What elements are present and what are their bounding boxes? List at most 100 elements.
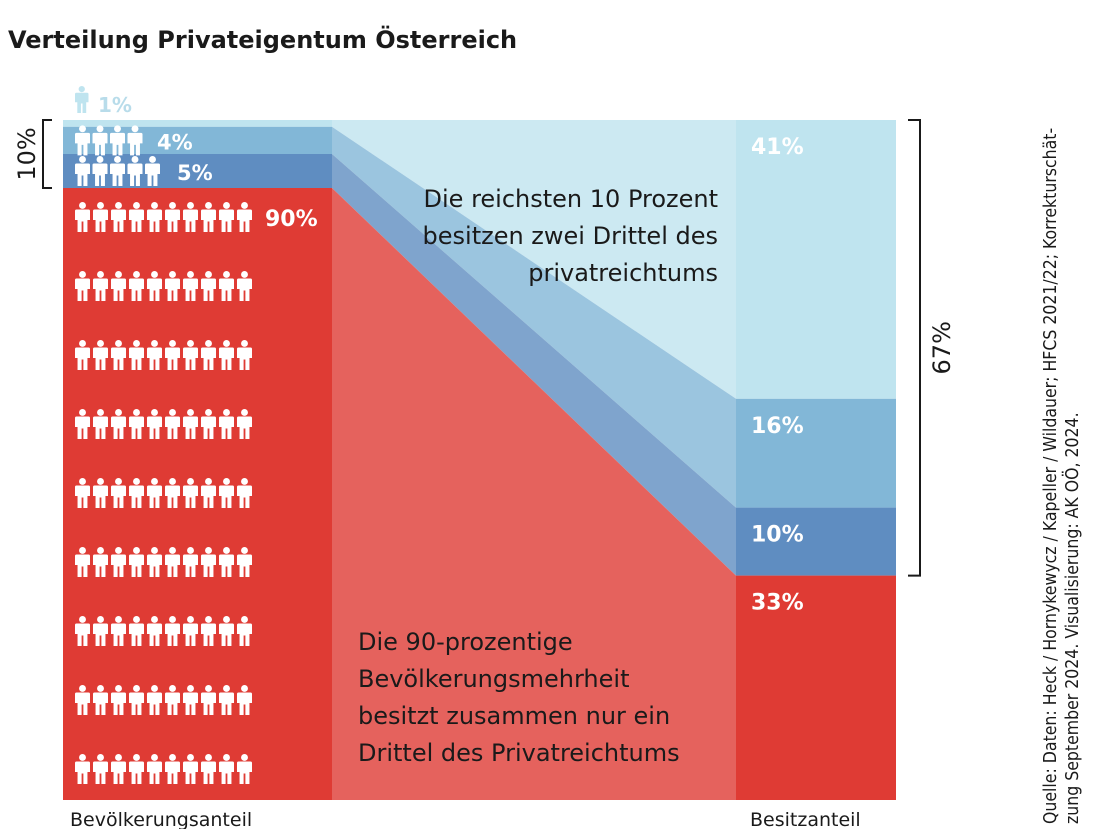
wealth-label: 16% [751, 414, 804, 439]
wealth-bar [736, 507, 896, 576]
wealth-label: 10% [751, 523, 804, 548]
person-icon [93, 754, 108, 784]
person-icon [183, 478, 198, 508]
person-icon [183, 409, 198, 439]
person-icon [129, 409, 144, 439]
person-icon [145, 156, 160, 186]
person-icon [183, 547, 198, 577]
person-icon [201, 478, 216, 508]
person-icon [165, 340, 180, 370]
person-icon [75, 409, 90, 439]
bracket-right-label: 67% [928, 321, 956, 374]
person-icon [75, 754, 90, 784]
person-icon [237, 340, 252, 370]
person-icon [183, 754, 198, 784]
chart-title: Verteilung Privateigentum Österreich [8, 24, 517, 54]
person-icon [219, 409, 234, 439]
person-icon [147, 409, 162, 439]
person-icon [201, 616, 216, 646]
person-icon [110, 125, 125, 156]
annotation-bottom-line: Drittel des Privatreichtums [358, 739, 680, 767]
person-icon [165, 616, 180, 646]
person-icon [75, 156, 90, 186]
person-icon [183, 271, 198, 301]
person-icon [183, 685, 198, 715]
annotation-top-line: privatreichtums [528, 259, 718, 287]
person-icon [111, 616, 126, 646]
person-icon [75, 340, 90, 370]
person-icons [75, 86, 252, 784]
x-label-right: Besitzanteil [750, 809, 861, 829]
person-icon [93, 616, 108, 646]
person-icon [183, 202, 198, 232]
person-icon [127, 156, 143, 186]
person-icon [147, 202, 162, 232]
population-label: 1% [98, 93, 132, 117]
person-icon [75, 478, 90, 508]
person-icon [75, 271, 90, 301]
source-line-1: Quelle: Daten: Heck / Hornykewycz / Kape… [1041, 127, 1061, 824]
person-icon [129, 271, 144, 301]
person-icon [165, 478, 180, 508]
person-icon [165, 409, 180, 439]
person-icon [147, 547, 162, 577]
person-icon [129, 202, 144, 232]
source-line-2: zung September 2024. Visualisierung: AK … [1063, 412, 1083, 824]
population-bar [63, 154, 332, 188]
person-icon [219, 547, 234, 577]
person-icon [129, 685, 144, 715]
wealth-bar [736, 575, 896, 800]
person-icon [201, 202, 216, 232]
flow-band [332, 126, 736, 508]
person-icon [147, 685, 162, 715]
source-note: Quelle: Daten: Heck / Hornykewycz / Kape… [1040, 12, 1096, 824]
person-icon [147, 478, 162, 508]
annotation-top-line: Die reichsten 10 Prozent [424, 185, 718, 213]
person-icon [237, 547, 252, 577]
person-icon [111, 478, 126, 508]
person-icon [165, 202, 180, 232]
person-icon [75, 86, 89, 113]
annotation-bottom-line: Bevölkerungsmehrheit [358, 665, 629, 693]
wealth-label: 33% [751, 591, 804, 616]
annotation-bottom-line: besitzt zusammen nur ein [358, 702, 670, 730]
brackets: 10% 67% [13, 119, 956, 577]
population-bar [63, 120, 332, 127]
person-icon [75, 685, 90, 715]
bracket-right [908, 119, 921, 577]
flow-band [332, 120, 736, 399]
person-icon [129, 616, 144, 646]
person-icon [93, 478, 108, 508]
person-icon [237, 616, 252, 646]
flow-band [332, 188, 736, 800]
person-icon [165, 271, 180, 301]
person-icon [93, 202, 108, 232]
person-icon [165, 754, 180, 784]
wealth-label: 41% [751, 135, 804, 160]
person-icon [147, 271, 162, 301]
person-icon [219, 616, 234, 646]
annotation-bottom-line: Die 90-prozentige [358, 628, 573, 656]
person-icon [111, 409, 126, 439]
flow-bands [332, 120, 736, 800]
person-icon [129, 340, 144, 370]
x-label-left: Bevölkerungsanteil [70, 809, 252, 829]
person-icon [111, 340, 126, 370]
person-icon [147, 754, 162, 784]
wealth-bar [736, 398, 896, 508]
annotations: Die reichsten 10 Prozent besitzen zwei Dr… [358, 185, 718, 767]
person-icon [237, 202, 252, 232]
wealth-bar [736, 120, 896, 399]
person-icon [237, 409, 252, 439]
person-icon [219, 685, 234, 715]
person-icon [129, 754, 144, 784]
person-icon [201, 340, 216, 370]
person-icon [201, 271, 216, 301]
person-icon [183, 340, 198, 370]
person-icon [111, 271, 126, 301]
person-icon [110, 156, 125, 186]
person-icon [92, 125, 108, 156]
person-icon [129, 547, 144, 577]
person-icon [93, 547, 108, 577]
bar-labels: 41% 16% 10% 33% 1% 4% 5% 90% [98, 93, 804, 616]
